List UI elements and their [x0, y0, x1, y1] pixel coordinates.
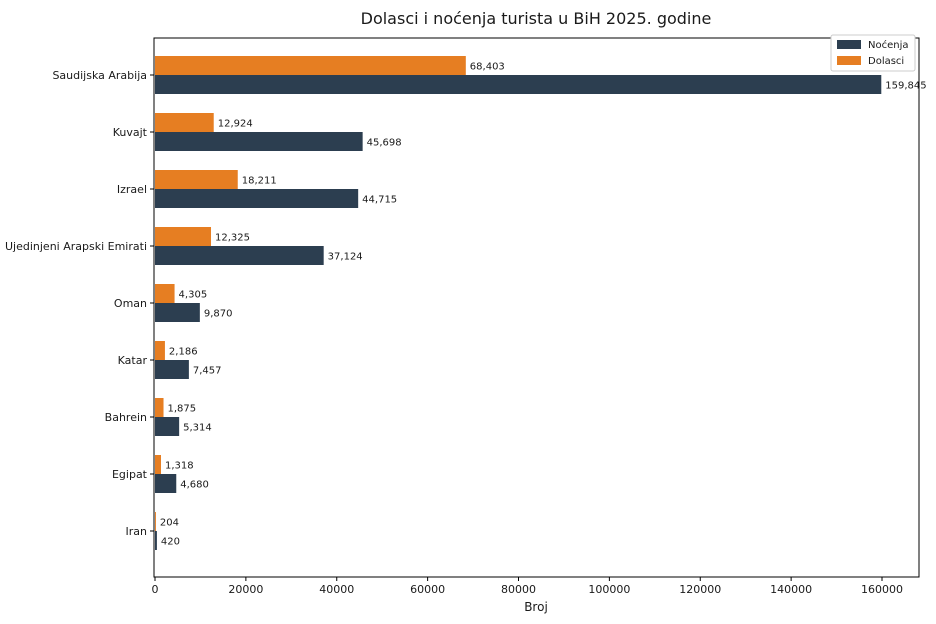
legend-label-nocenja: Noćenja: [868, 39, 909, 51]
x-tick-label-5: 100000: [588, 583, 630, 596]
x-axis-label: Broj: [524, 600, 548, 614]
y-axis: Saudijska Arabija Kuvajt Izrael Ujedinjeni …: [5, 69, 154, 538]
bar-nocenja-katar: [155, 360, 189, 379]
bar-nocenja-oman: [155, 303, 200, 322]
x-axis: 0 20000 40000 60000 80000 100000 120000 140000 1…: [152, 577, 903, 596]
data-label-nocenja-bahrein: 5,314: [183, 423, 212, 434]
y-tick-label-kuvajt: Kuvajt: [113, 126, 148, 139]
bar-nocenja-ujedinjeni-arapski-emirati: [155, 246, 324, 265]
data-label-nocenja-iran: 420: [161, 537, 180, 548]
bar-dolasci-izrael: [155, 170, 238, 189]
data-label-dolasci-izrael: 18,211: [242, 176, 277, 187]
data-label-nocenja-izrael: 44,715: [362, 195, 397, 206]
data-label-nocenja-kuvajt: 45,698: [367, 138, 402, 149]
x-tick-label-1: 20000: [228, 583, 263, 596]
bar-dolasci-katar: [155, 341, 165, 360]
y-tick-label-egipat: Egipat: [112, 468, 148, 481]
bar-dolasci-saudijska-arabija: [155, 56, 466, 75]
x-tick-label-3: 60000: [410, 583, 445, 596]
bar-dolasci-egipat: [155, 455, 161, 474]
bar-dolasci-ujedinjeni-arapski-emirati: [155, 227, 212, 246]
data-label-dolasci-kuvajt: 12,924: [218, 119, 253, 130]
data-label-dolasci-ujedinjeni-arapski-emirati: 12,325: [215, 233, 250, 244]
x-tick-label-7: 140000: [770, 583, 812, 596]
bar-nocenja-egipat: [155, 474, 177, 493]
bar-dolasci-bahrein: [155, 398, 164, 417]
x-tick-label-6: 120000: [679, 583, 721, 596]
bar-dolasci-iran: [155, 512, 156, 531]
data-label-nocenja-katar: 7,457: [193, 366, 222, 377]
legend-swatch-dolasci: [837, 56, 861, 65]
data-label-dolasci-saudijska-arabija: 68,403: [470, 62, 505, 73]
bar-dolasci-kuvajt: [155, 113, 214, 132]
data-label-dolasci-egipat: 1,318: [165, 461, 194, 472]
bar-nocenja-izrael: [155, 189, 359, 208]
legend: Noćenja Dolasci: [830, 34, 916, 72]
x-tick-label-4: 80000: [501, 583, 536, 596]
bar-nocenja-saudijska-arabija: [155, 75, 882, 94]
legend-label-dolasci: Dolasci: [868, 56, 904, 67]
data-label-nocenja-egipat: 4,680: [180, 480, 209, 491]
y-tick-label-iran: Iran: [126, 525, 148, 538]
y-tick-label-ujedinjeni-arapski-emirati: Ujedinjeni Arapski Emirati: [5, 240, 147, 253]
bar-nocenja-bahrein: [155, 417, 180, 436]
bar-nocenja-iran: [155, 531, 157, 550]
data-label-nocenja-ujedinjeni-arapski-emirati: 37,124: [328, 252, 363, 263]
x-tick-label-2: 40000: [319, 583, 354, 596]
y-tick-label-saudijska-arabija: Saudijska Arabija: [52, 69, 147, 82]
data-label-dolasci-bahrein: 1,875: [168, 404, 197, 415]
legend-swatch-nocenja: [837, 40, 861, 49]
data-label-nocenja-saudijska-arabija: 159,845: [885, 81, 926, 92]
y-tick-label-katar: Katar: [118, 354, 148, 367]
bar-nocenja-kuvajt: [155, 132, 363, 151]
y-tick-label-izrael: Izrael: [117, 183, 147, 196]
chart-title: Dolasci i noćenja turista u BiH 2025. go…: [361, 9, 712, 28]
x-tick-label-8: 160000: [861, 583, 903, 596]
y-tick-label-bahrein: Bahrein: [105, 411, 147, 424]
data-label-dolasci-oman: 4,305: [179, 290, 208, 301]
data-label-nocenja-oman: 9,870: [204, 309, 233, 320]
data-label-dolasci-iran: 204: [160, 518, 179, 529]
x-tick-label-0: 0: [152, 583, 159, 596]
data-label-dolasci-katar: 2,186: [169, 347, 198, 358]
bar-dolasci-oman: [155, 284, 175, 303]
plot-frame: [153, 37, 920, 578]
bars: 68,403 159,845 12,924 45,698 18,211 44,715 12,…: [155, 56, 927, 550]
y-tick-label-oman: Oman: [114, 297, 147, 310]
